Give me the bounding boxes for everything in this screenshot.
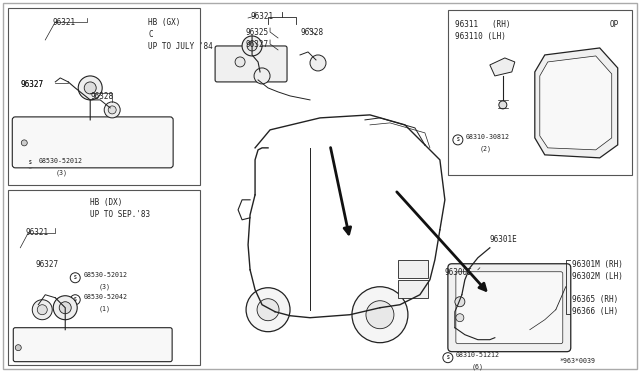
Text: S: S [447,355,449,360]
Text: (3): (3) [55,170,67,176]
Text: 96327: 96327 [20,80,44,89]
Text: S: S [456,137,460,142]
Text: 08310-30812: 08310-30812 [466,134,510,140]
Text: HB (GX): HB (GX) [148,18,180,27]
Text: 96325: 96325 [245,28,268,37]
Text: (6): (6) [472,364,484,370]
Circle shape [456,314,464,322]
Text: 96366 (LH): 96366 (LH) [572,307,618,316]
Circle shape [443,353,453,363]
Polygon shape [540,56,612,150]
Text: (2): (2) [480,146,492,153]
Circle shape [310,55,326,71]
Text: 96321: 96321 [52,18,76,27]
Bar [8,8,200,185]
Text: 96301E: 96301E [490,235,518,244]
FancyBboxPatch shape [448,264,571,352]
Text: S: S [74,297,77,302]
Bar [398,260,428,278]
Text: 96328: 96328 [90,92,113,101]
Circle shape [104,102,120,118]
Circle shape [21,140,28,146]
Text: 96300E: 96300E [445,268,472,277]
Bar [448,10,632,175]
Text: 08530-52042: 08530-52042 [83,294,127,300]
Circle shape [242,36,262,56]
Text: 96328: 96328 [300,28,323,37]
Circle shape [25,158,35,168]
Circle shape [366,301,394,329]
Circle shape [70,273,80,283]
Text: 96327: 96327 [245,40,268,49]
Circle shape [352,287,408,343]
Circle shape [32,300,52,320]
Circle shape [78,76,102,100]
Text: UP TO SEP.'83: UP TO SEP.'83 [90,210,150,219]
Circle shape [499,101,507,109]
Circle shape [453,135,463,145]
Text: OP: OP [610,20,619,29]
Text: HB (DX): HB (DX) [90,198,123,207]
Circle shape [257,299,279,321]
Text: S: S [29,160,32,165]
Text: 96302M (LH): 96302M (LH) [572,272,623,281]
Text: 08530-52012: 08530-52012 [38,158,83,164]
Bar [8,190,200,365]
Circle shape [246,288,290,332]
Text: C: C [148,30,153,39]
Text: *963*0039: *963*0039 [560,357,596,364]
Text: 96311   (RH): 96311 (RH) [455,20,510,29]
FancyBboxPatch shape [456,272,563,344]
Circle shape [235,57,245,67]
FancyBboxPatch shape [12,117,173,168]
Circle shape [15,345,21,351]
Text: 96365 (RH): 96365 (RH) [572,295,618,304]
Circle shape [455,297,465,307]
Text: (3): (3) [98,284,110,290]
Text: 96321: 96321 [25,228,49,237]
Polygon shape [535,48,618,158]
Circle shape [70,295,80,305]
FancyBboxPatch shape [13,328,172,362]
Circle shape [247,41,257,51]
Circle shape [37,305,47,315]
Circle shape [108,106,116,114]
Text: 96327: 96327 [20,80,44,89]
Text: (1): (1) [98,306,110,312]
Polygon shape [490,58,515,76]
Text: 08310-51212: 08310-51212 [456,352,500,358]
FancyBboxPatch shape [215,46,287,82]
Text: 96321: 96321 [250,12,273,21]
Circle shape [84,82,96,94]
Text: 96327: 96327 [35,260,58,269]
Text: 08530-52012: 08530-52012 [83,272,127,278]
Text: S: S [74,275,77,280]
Bar [398,280,428,298]
Circle shape [53,296,77,320]
Text: 96301M (RH): 96301M (RH) [572,260,623,269]
Text: 963110 (LH): 963110 (LH) [455,32,506,41]
Text: UP TO JULY '84: UP TO JULY '84 [148,42,213,51]
Circle shape [60,302,71,314]
Circle shape [254,68,270,84]
